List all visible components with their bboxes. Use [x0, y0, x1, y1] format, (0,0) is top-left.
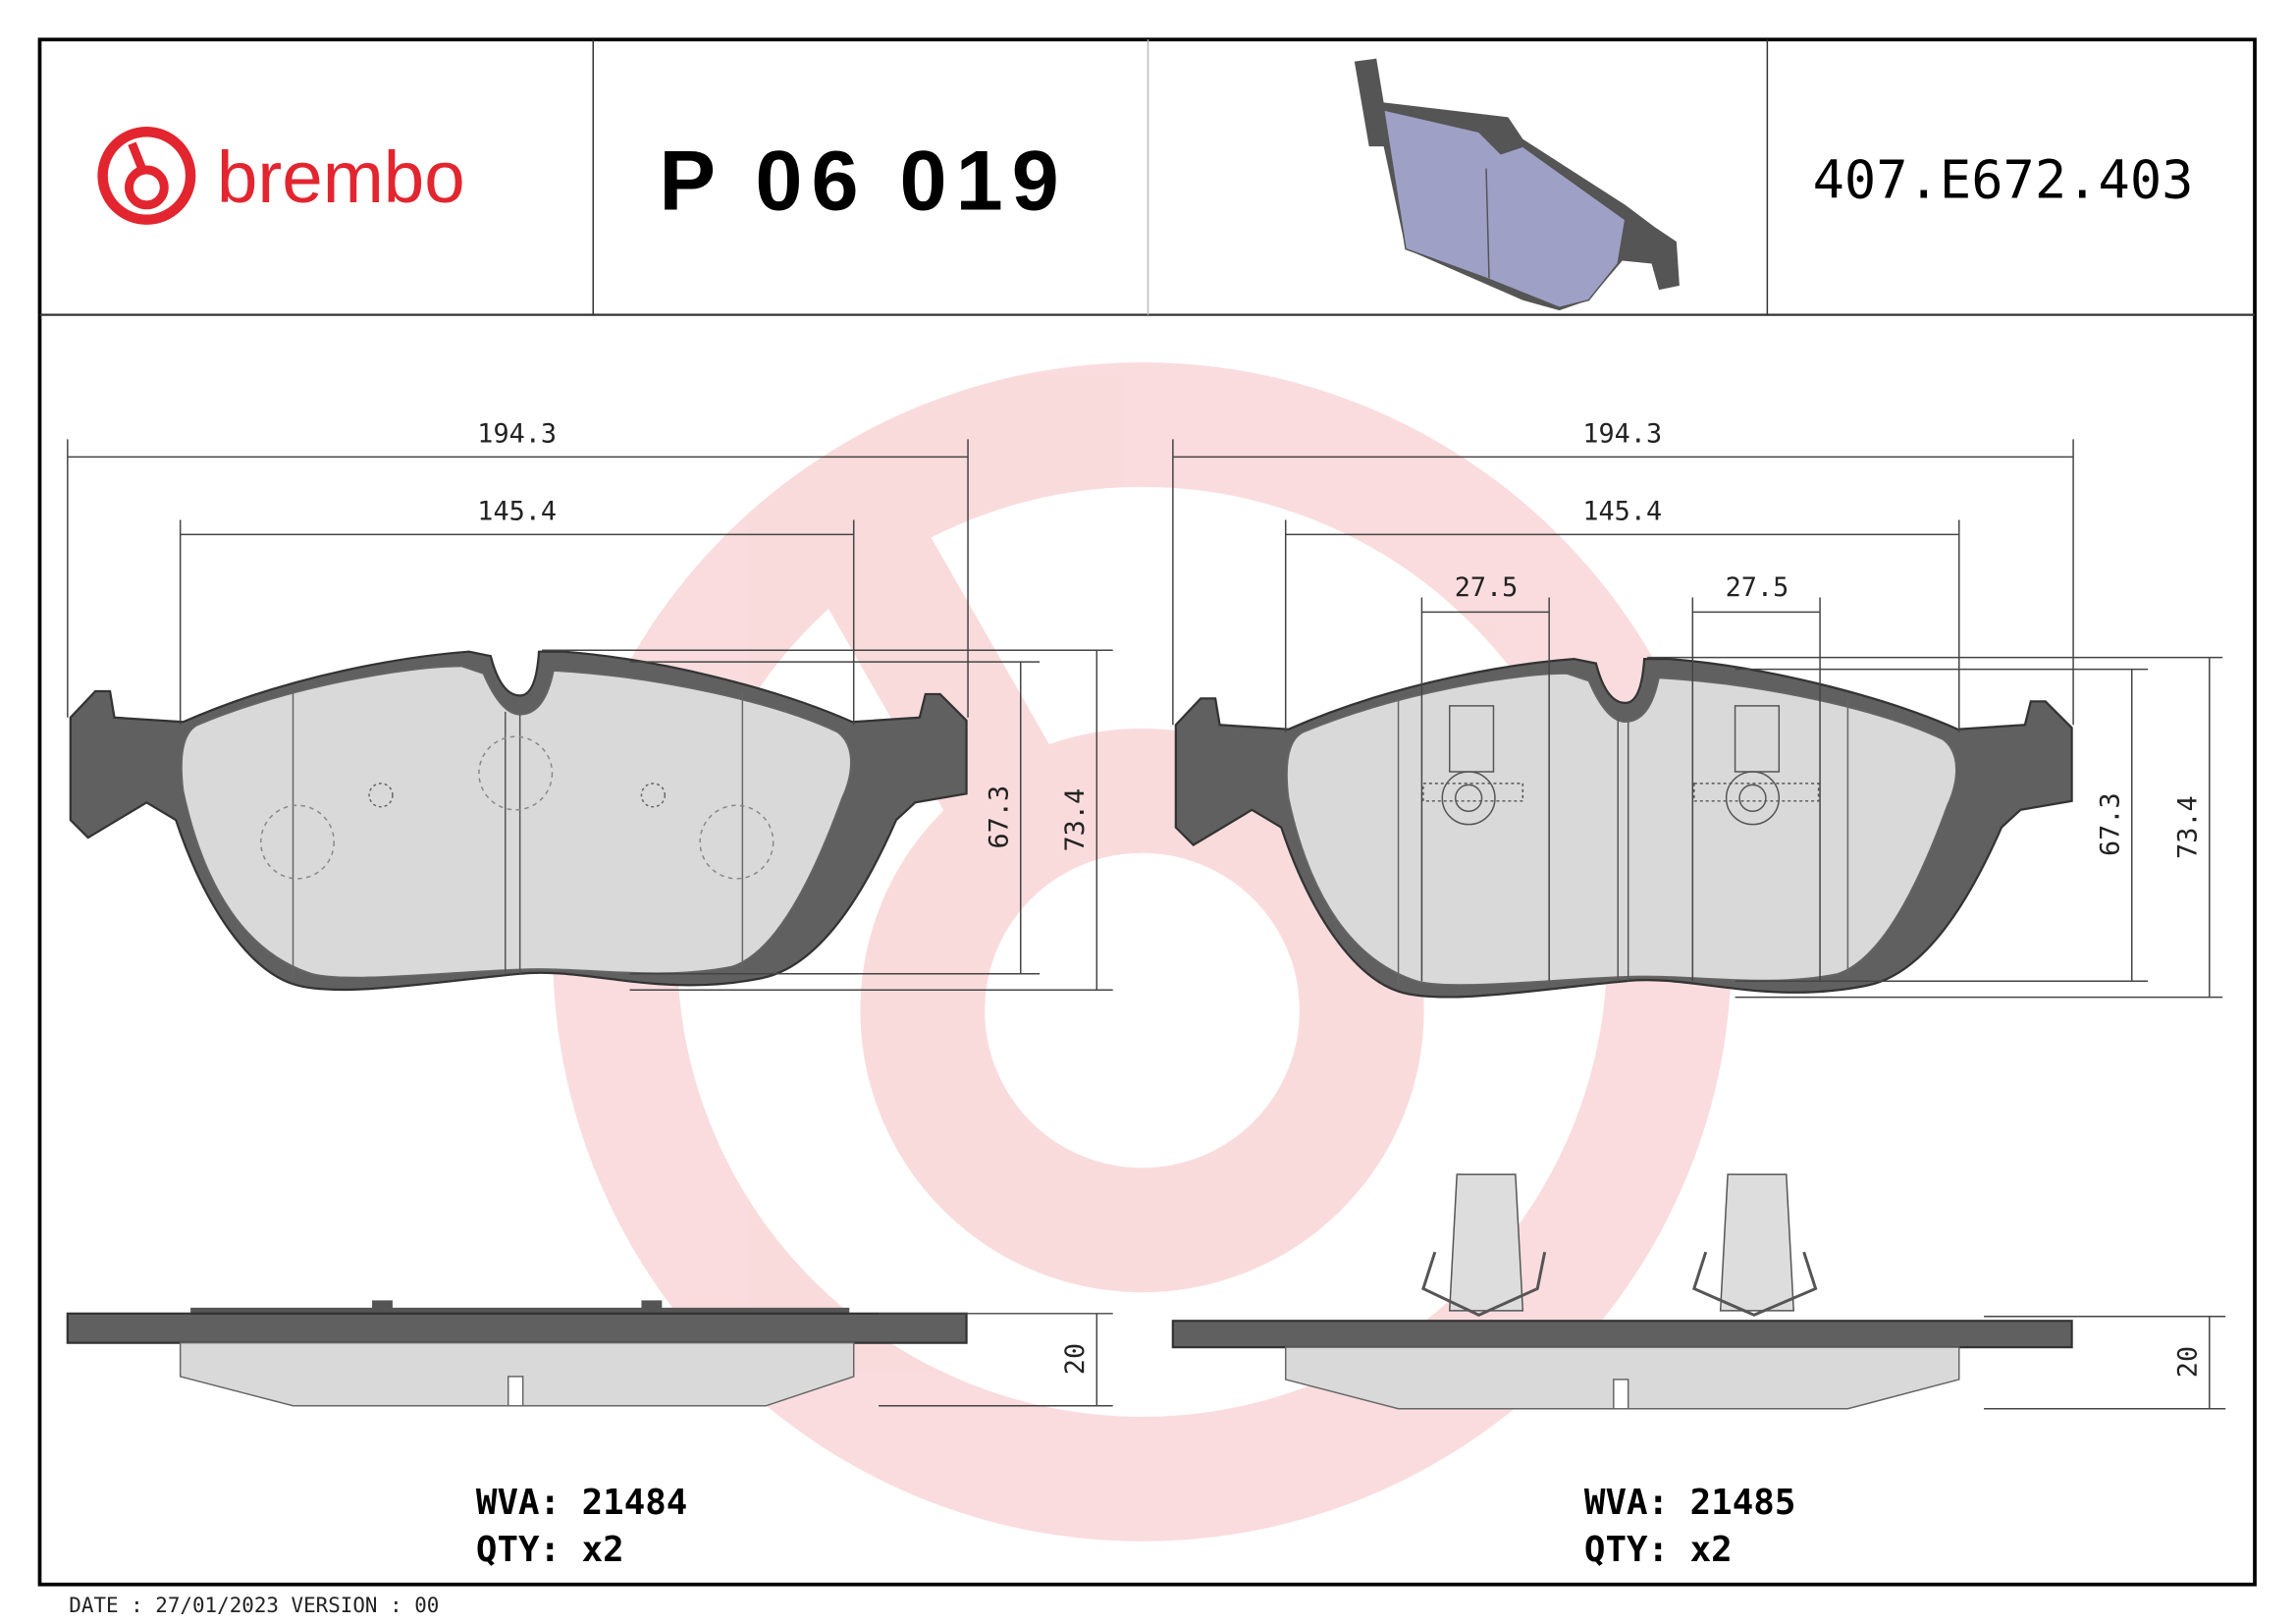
dim-overall-height: 73.4 [1060, 788, 1091, 852]
dim-thickness: 20 [2172, 1346, 2203, 1378]
dim-overall-width: 194.3 [1582, 418, 1662, 449]
pad-3d-image [1354, 58, 1680, 311]
dim-sensor-right: 27.5 [1726, 572, 1789, 603]
left-dimensions: 194.3 145.4 67.3 73.4 [67, 418, 1113, 991]
left-pad-side-view: 20 [66, 1300, 1113, 1407]
right-dimensions: 194.3 145.4 27.5 27.5 67.3 73.4 [1172, 418, 2223, 999]
dim-overall-width: 194.3 [477, 418, 557, 449]
right-wva: WVA: 21485 [1584, 1483, 1795, 1523]
right-qty: QTY: x2 [1584, 1530, 1733, 1570]
dim-inner-width: 145.4 [477, 496, 557, 526]
dim-inner-width: 145.4 [1582, 496, 1662, 526]
right-pad-side-view: 20 [1171, 1173, 2226, 1410]
dim-thickness: 20 [1060, 1343, 1091, 1375]
wear-sensor-right [1693, 705, 1820, 826]
dim-overall-height: 73.4 [2172, 795, 2203, 859]
wear-sensor-left [1422, 705, 1524, 826]
left-qty: QTY: x2 [476, 1530, 624, 1570]
brembo-logo: brembo [97, 127, 465, 225]
dim-sensor-left: 27.5 [1455, 572, 1519, 603]
left-wva: WVA: 21484 [476, 1483, 687, 1523]
right-pad-front-view [1174, 658, 2073, 999]
part-number: P 06 019 [659, 134, 1067, 228]
left-pad-front-view [69, 650, 968, 992]
reference-number: 407.E672.403 [1813, 148, 2194, 210]
brand-name: brembo [217, 135, 465, 218]
dim-inner-height: 67.3 [984, 785, 1014, 849]
date-version: DATE : 27/01/2023 VERSION : 00 [69, 1594, 439, 1617]
dim-inner-height: 67.3 [2095, 792, 2125, 856]
